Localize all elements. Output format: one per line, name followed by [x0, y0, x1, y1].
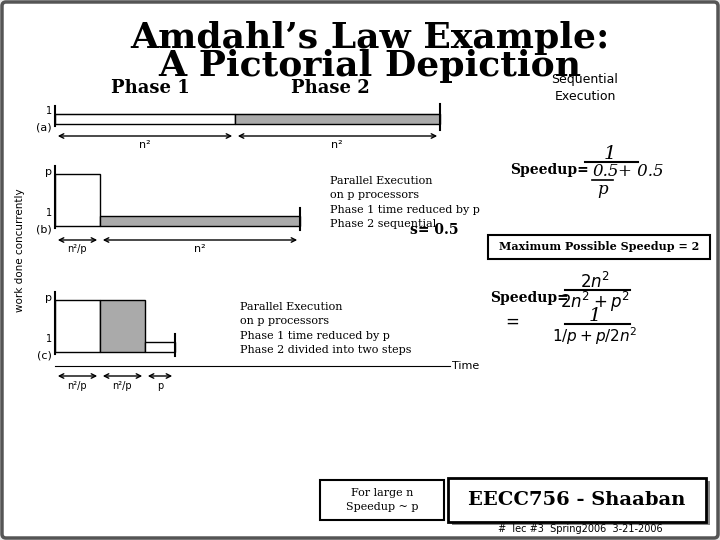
Text: =: =: [505, 313, 519, 331]
Bar: [235, 114, 440, 124]
Text: Phase 1: Phase 1: [111, 79, 189, 97]
Text: For large n
Speedup ~ p: For large n Speedup ~ p: [346, 488, 418, 512]
Text: (a): (a): [37, 122, 52, 132]
Text: n²/p: n²/p: [67, 381, 87, 391]
Text: #  lec #3  Spring2006  3-21-2006: # lec #3 Spring2006 3-21-2006: [498, 524, 662, 534]
Bar: [55, 300, 100, 352]
Text: p: p: [597, 181, 608, 199]
Text: 1: 1: [46, 208, 52, 218]
Bar: [55, 114, 235, 124]
Bar: [55, 174, 100, 226]
Text: 1: 1: [46, 334, 52, 344]
Text: n²/p: n²/p: [112, 381, 132, 391]
Bar: [100, 300, 145, 352]
Text: Maximum Possible Speedup = 2: Maximum Possible Speedup = 2: [499, 241, 699, 253]
Text: 1: 1: [589, 307, 601, 325]
Text: n²: n²: [331, 140, 343, 150]
Text: p: p: [45, 167, 52, 177]
Text: Phase 2: Phase 2: [291, 79, 369, 97]
Text: (b): (b): [36, 224, 52, 234]
Text: A Pictorial Depiction: A Pictorial Depiction: [158, 49, 582, 83]
Text: 0.5: 0.5: [592, 164, 618, 180]
Text: p: p: [45, 293, 52, 303]
Text: + 0.5: + 0.5: [618, 164, 664, 180]
Text: $2n^2$: $2n^2$: [580, 272, 610, 292]
Bar: [100, 216, 300, 226]
Text: Speedup=: Speedup=: [490, 291, 569, 305]
Text: (c): (c): [37, 350, 52, 360]
Text: Sequential
Execution: Sequential Execution: [552, 73, 618, 103]
Bar: [145, 342, 175, 352]
FancyBboxPatch shape: [452, 481, 710, 525]
Text: s= 0.5: s= 0.5: [410, 223, 459, 237]
Text: Parallel Execution
on p processors
Phase 1 time reduced by p
Phase 2 sequential: Parallel Execution on p processors Phase…: [330, 176, 480, 229]
Text: Time: Time: [452, 361, 480, 371]
Text: n²: n²: [194, 244, 206, 254]
Text: EECC756 - Shaaban: EECC756 - Shaaban: [468, 491, 685, 509]
Text: $1/p + p/2n^2$: $1/p + p/2n^2$: [552, 325, 638, 347]
Text: n²/p: n²/p: [67, 244, 87, 254]
FancyBboxPatch shape: [320, 480, 444, 520]
Text: work done concurrently: work done concurrently: [15, 188, 25, 312]
Text: p: p: [157, 381, 163, 391]
Text: n²: n²: [139, 140, 150, 150]
Text: Parallel Execution
on p processors
Phase 1 time reduced by p
Phase 2 divided int: Parallel Execution on p processors Phase…: [240, 302, 412, 355]
Text: 1: 1: [46, 106, 52, 116]
Text: $2n^2 + p^2$: $2n^2 + p^2$: [560, 290, 630, 314]
FancyBboxPatch shape: [448, 478, 706, 522]
Text: Amdahl’s Law Example:: Amdahl’s Law Example:: [130, 21, 610, 55]
Text: 1: 1: [604, 145, 616, 163]
Text: Speedup=: Speedup=: [510, 163, 589, 177]
FancyBboxPatch shape: [488, 235, 710, 259]
